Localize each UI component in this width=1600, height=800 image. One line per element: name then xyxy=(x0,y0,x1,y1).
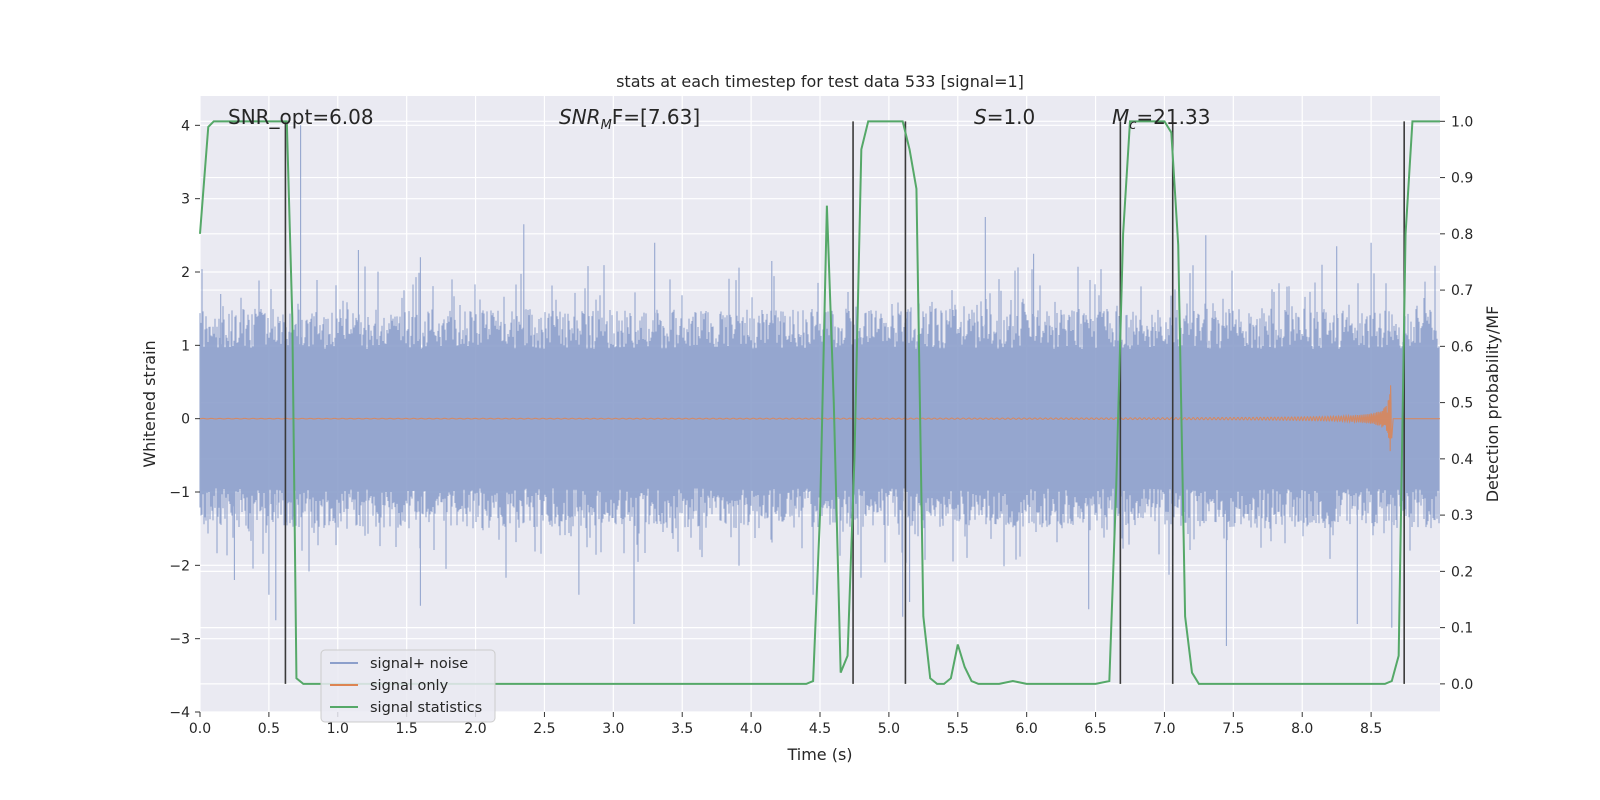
y2-tick-label: 0.6 xyxy=(1451,339,1473,355)
x-axis-label: Time (s) xyxy=(786,745,852,764)
y-tick-label: 3 xyxy=(181,192,190,208)
stats-series xyxy=(199,120,1440,685)
y2-ticks: 1.0 0.9 0.8 0.7 0.6 0.5 0.4 0.3 0.2 0.1 0.0 xyxy=(1440,114,1473,693)
y2-tick-label: 0.0 xyxy=(1451,677,1473,693)
y-tick-label: 2 xyxy=(181,265,190,281)
x-tick-label: 1.5 xyxy=(396,721,418,737)
x-tick-label: 8.0 xyxy=(1291,721,1313,737)
x-ticks: 0.0 0.5 1.0 1.5 2.0 2.5 3.0 3.5 4.0 4.5 5.0 5.5 6.0 6… xyxy=(189,712,1382,737)
y-tick-label: −3 xyxy=(169,632,190,648)
legend-box xyxy=(320,649,496,723)
signal-series xyxy=(199,385,1440,452)
annotation-snr-mf: SNRMF=[7.63] xyxy=(559,105,700,133)
signal-trace xyxy=(199,385,1440,452)
annotation-snr-opt: SNR_opt=6.08 xyxy=(228,105,374,129)
legend-label-signal: signal only xyxy=(370,678,449,694)
y2-tick-label: 0.5 xyxy=(1451,396,1473,412)
y2-tick-label: 0.8 xyxy=(1451,227,1473,243)
x-tick-label: 4.0 xyxy=(740,721,762,737)
x-tick-label: 4.5 xyxy=(809,721,831,737)
x-tick-label: 7.5 xyxy=(1222,721,1244,737)
y2-tick-label: 0.2 xyxy=(1451,564,1473,580)
y-tick-label: −4 xyxy=(169,705,190,721)
y2-axis-label: Detection probability/MF xyxy=(1483,306,1502,503)
x-tick-label: 7.0 xyxy=(1153,721,1175,737)
x-tick-label: 3.0 xyxy=(602,721,624,737)
y-tick-label: 0 xyxy=(181,412,190,428)
y2-tick-label: 0.3 xyxy=(1451,508,1473,524)
y2-tick-label: 0.4 xyxy=(1451,452,1473,468)
noise-trace xyxy=(199,125,1440,646)
x-tick-label: 0.5 xyxy=(258,721,280,737)
y2-tick-label: 0.1 xyxy=(1451,621,1473,637)
y2-tick-label: 0.9 xyxy=(1451,171,1473,187)
x-tick-label: 5.0 xyxy=(878,721,900,737)
annotation-mc: Mc=21.33 xyxy=(1112,105,1210,133)
annotation-s: S=1.0 xyxy=(974,105,1035,129)
y-tick-label: 4 xyxy=(181,118,190,134)
x-tick-label: 8.5 xyxy=(1360,721,1382,737)
y-axis-label: Whitened strain xyxy=(140,340,159,467)
y-tick-label: −1 xyxy=(169,485,190,501)
vertical-markers xyxy=(284,121,1405,684)
x-tick-label: 0.0 xyxy=(189,721,211,737)
x-tick-label: 6.5 xyxy=(1084,721,1106,737)
y2-tick-label: 1.0 xyxy=(1451,114,1473,130)
x-tick-label: 6.0 xyxy=(1016,721,1038,737)
legend-label-noise: signal+ noise xyxy=(370,656,468,672)
y-ticks: 4 3 2 1 0 −1 −2 −3 −4 xyxy=(169,118,200,721)
noise-series xyxy=(199,125,1440,646)
x-tick-label: 5.5 xyxy=(947,721,969,737)
legend-label-stats: signal statistics xyxy=(370,700,482,716)
stats-trace xyxy=(199,120,1440,685)
y2-tick-label: 0.7 xyxy=(1451,283,1473,299)
y-tick-label: 1 xyxy=(181,338,190,354)
y-tick-label: −2 xyxy=(169,558,190,574)
x-tick-label: 2.0 xyxy=(464,721,486,737)
chart-title: stats at each timestep for test data 533… xyxy=(616,72,1024,91)
x-tick-label: 3.5 xyxy=(671,721,693,737)
x-tick-label: 1.0 xyxy=(327,721,349,737)
x-tick-label: 2.5 xyxy=(533,721,555,737)
legend: signal+ noise signal only signal statist… xyxy=(320,649,496,723)
